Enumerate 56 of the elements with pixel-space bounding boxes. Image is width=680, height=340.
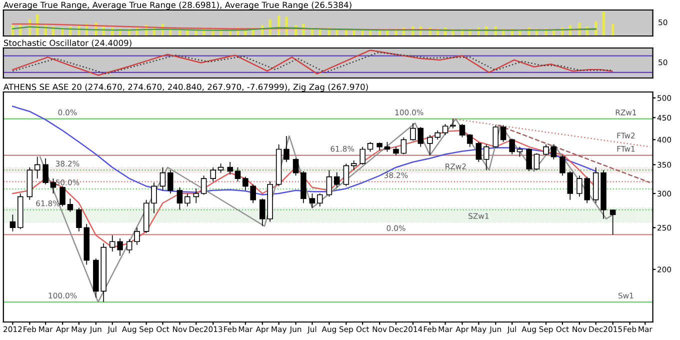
candlestick [176, 186, 183, 210]
candlestick [534, 152, 540, 170]
bar [378, 30, 381, 36]
candlestick [210, 166, 216, 182]
candlestick [134, 227, 140, 246]
candlestick [151, 182, 157, 214]
candlestick [450, 118, 456, 129]
candlestick [234, 166, 241, 182]
candlestick [442, 124, 448, 136]
candlestick [334, 172, 340, 188]
candlestick [326, 170, 332, 198]
candlestick [184, 193, 190, 207]
candlestick [610, 210, 616, 236]
candlestick [292, 158, 299, 176]
candlestick [483, 144, 490, 170]
candlestick [67, 198, 74, 212]
candlestick [160, 166, 166, 191]
candlestick [126, 238, 132, 254]
candlestick [284, 136, 290, 162]
bar [44, 25, 47, 36]
candlestick [367, 142, 374, 152]
bar [318, 28, 322, 36]
candlestick [360, 146, 366, 166]
candlestick [384, 142, 390, 152]
candlestick [509, 138, 515, 155]
candlestick [550, 144, 557, 160]
candlestick [109, 234, 116, 252]
candlestick [60, 186, 66, 207]
candlestick [418, 126, 424, 148]
candlestick [350, 160, 357, 170]
candlestick [42, 158, 48, 185]
candlestick [227, 162, 233, 175]
candlestick [309, 193, 316, 208]
candlestick [10, 214, 16, 232]
chart-title: ATHENS SE ASE 20 (274.670, 274.670, 240.840, 267.970, -7.67999), Zig Zag (267.970) [3, 84, 368, 92]
chart-title: Stochastic Oscillator (24.4009) [4, 40, 132, 48]
candlestick [218, 163, 224, 174]
chart-title: Average True Range, Average True Range (28.6981), Average True Range (26.5384) [3, 2, 352, 10]
candlestick [34, 156, 40, 179]
candlestick [400, 136, 407, 155]
candlestick [168, 170, 174, 194]
candlestick [492, 124, 499, 148]
bar [602, 12, 605, 36]
candlestick [459, 124, 466, 138]
candlestick [500, 124, 506, 142]
candlestick [476, 142, 482, 162]
candlestick [526, 148, 532, 172]
candlestick [200, 175, 207, 196]
candlestick [193, 188, 200, 204]
candlestick [467, 134, 473, 148]
candlestick [343, 163, 350, 187]
candlestick [317, 193, 323, 207]
candlestick [117, 238, 123, 256]
candlestick [543, 144, 549, 156]
candlestick [410, 122, 416, 142]
candlestick [50, 178, 56, 194]
